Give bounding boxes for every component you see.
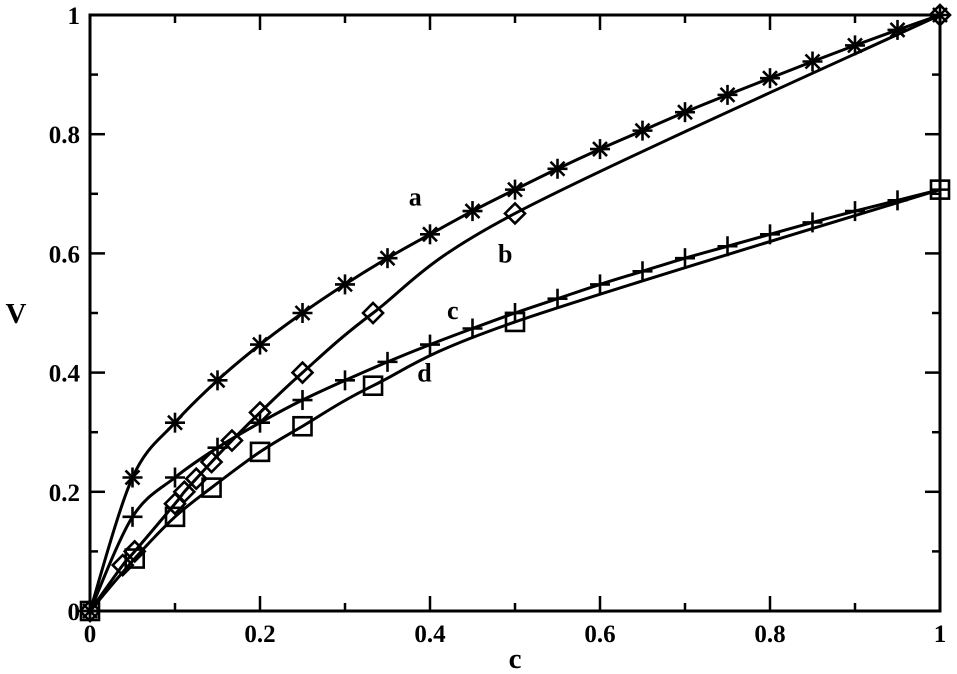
data-point-asterisk xyxy=(547,158,568,179)
data-point-asterisk xyxy=(717,84,738,105)
series-line-square xyxy=(88,188,941,612)
y-tick-label: 0.8 xyxy=(49,122,80,149)
x-tick-label: 1 xyxy=(934,621,947,648)
data-point-square xyxy=(124,548,146,569)
data-point-diamond xyxy=(361,301,385,325)
x-tick-label: 0 xyxy=(84,621,97,648)
data-point-asterisk xyxy=(760,68,780,89)
data-point-square xyxy=(362,375,384,397)
series-line-plus xyxy=(88,188,941,612)
y-tick-labels: 0 0.2 0.4 0.6 0.8 1 xyxy=(49,3,81,626)
data-point-diamond xyxy=(184,466,209,491)
x-tick-label: 0.4 xyxy=(414,621,446,648)
y-tick-label: 0 xyxy=(68,599,81,626)
data-point-asterisk xyxy=(292,303,313,323)
data-point-plus xyxy=(887,190,908,211)
data-point-diamond xyxy=(220,428,244,453)
data-point-plus xyxy=(590,274,610,295)
data-point-plus xyxy=(547,288,568,309)
curve-label-d: d xyxy=(417,359,432,388)
curve-label-b: b xyxy=(498,239,512,268)
data-point-square xyxy=(201,477,222,498)
data-point-plus xyxy=(462,318,483,339)
data-point-diamond xyxy=(290,360,315,385)
data-point-square xyxy=(292,415,313,437)
data-point-plus xyxy=(122,506,143,527)
data-point-asterisk xyxy=(377,248,398,269)
data-point-plus xyxy=(292,390,313,411)
x-tick-label: 0.6 xyxy=(584,621,615,648)
x-tick-label: 0.8 xyxy=(754,621,785,648)
data-point-plus xyxy=(420,334,440,355)
curve-label-a: a xyxy=(409,183,422,212)
series-markers xyxy=(78,3,952,623)
data-point-asterisk xyxy=(250,334,270,355)
data-point-diamond xyxy=(110,553,135,577)
data-point-plus xyxy=(335,370,355,391)
data-point-diamond xyxy=(503,201,527,226)
data-point-asterisk xyxy=(802,51,823,72)
data-point-plus xyxy=(717,236,738,257)
data-point-plus xyxy=(250,412,270,433)
data-point-asterisk xyxy=(590,139,610,160)
data-point-asterisk xyxy=(122,467,143,488)
curve-label-c: c xyxy=(447,296,459,325)
data-point-asterisk xyxy=(675,102,695,123)
data-point-diamond xyxy=(122,539,147,564)
data-point-plus xyxy=(675,248,695,269)
data-point-asterisk xyxy=(462,201,483,222)
y-tick-label: 0.6 xyxy=(49,241,80,268)
data-point-plus xyxy=(760,224,780,245)
data-point-asterisk xyxy=(887,19,908,40)
data-point-plus xyxy=(845,201,865,222)
data-point-plus xyxy=(632,261,653,282)
y-axis-label: V xyxy=(6,298,27,330)
data-point-asterisk xyxy=(632,120,653,141)
data-point-plus xyxy=(165,467,185,488)
data-point-asterisk xyxy=(207,370,228,391)
data-point-diamond xyxy=(199,450,224,474)
data-point-plus xyxy=(377,351,398,372)
data-point-asterisk xyxy=(845,35,865,56)
data-point-square xyxy=(249,441,271,463)
data-point-asterisk xyxy=(165,412,185,433)
y-tick-label: 1 xyxy=(68,3,81,30)
axis-ticks xyxy=(88,13,942,613)
data-point-asterisk xyxy=(420,224,440,245)
x-tick-label: 0.2 xyxy=(244,621,275,648)
data-point-asterisk xyxy=(505,179,525,200)
y-tick-label: 0.4 xyxy=(49,361,81,388)
data-point-asterisk xyxy=(335,274,355,295)
data-point-square xyxy=(164,506,186,528)
data-point-plus xyxy=(207,437,228,458)
curve-labels: a b c d xyxy=(409,183,513,388)
y-tick-label: 0.2 xyxy=(49,480,80,507)
data-point-diamond xyxy=(172,479,197,504)
x-tick-labels: 0 0.2 0.4 0.6 0.8 1 xyxy=(84,621,947,648)
data-point-square xyxy=(504,311,526,333)
x-axis-label: c xyxy=(509,643,522,674)
data-point-plus xyxy=(802,212,823,233)
